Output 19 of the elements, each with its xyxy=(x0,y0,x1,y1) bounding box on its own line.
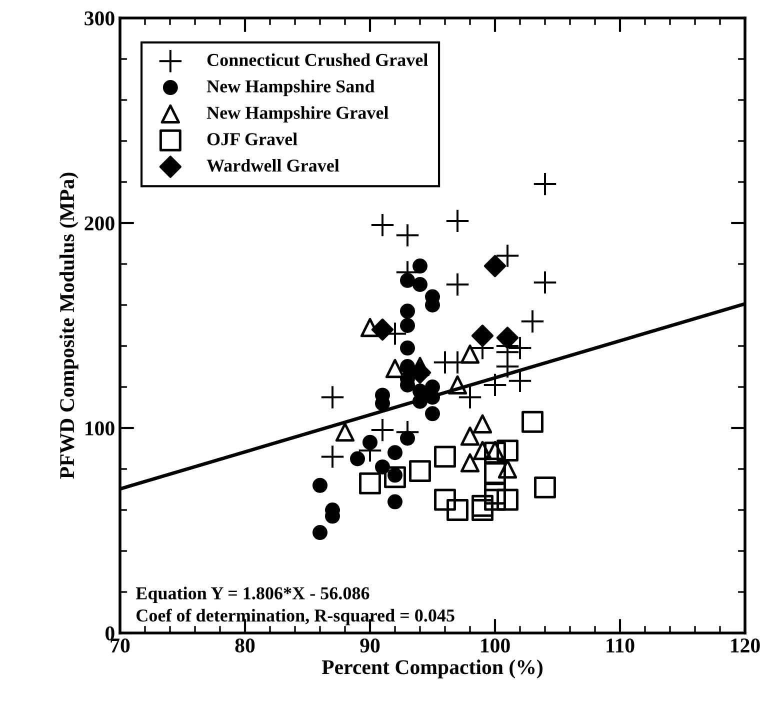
y-tick-label: 0 xyxy=(106,626,114,640)
x-tick-label: 90 xyxy=(360,638,380,653)
y-tick-label: 100 xyxy=(86,421,114,436)
annotation: Equation Y = 1.806*X - 56.086 xyxy=(136,586,370,604)
x-tick-label: 110 xyxy=(606,638,634,653)
x-axis-title: Percent Compaction (%) xyxy=(322,660,542,678)
x-tick-label: 120 xyxy=(731,638,760,653)
legend-label: New Hampshire Sand xyxy=(206,80,375,96)
x-tick-label: 100 xyxy=(481,638,510,653)
y-tick-label: 300 xyxy=(84,11,114,26)
x-tick-label: 70 xyxy=(110,638,130,653)
legend-label: New Hampshire Gravel xyxy=(206,106,388,123)
x-tick-label: 80 xyxy=(235,638,255,653)
legend-label: Wardwell Gravel xyxy=(206,159,340,172)
annotation: Coef of determination, R-squared = 0.045 xyxy=(136,608,454,626)
y-axis-title: PFWD Composite Modulus (MPa) xyxy=(59,172,78,479)
legend-label: Connecticut Crushed Gravel xyxy=(207,53,428,66)
legend-label: OJF Gravel xyxy=(207,132,298,146)
y-tick-label: 200 xyxy=(84,216,114,230)
